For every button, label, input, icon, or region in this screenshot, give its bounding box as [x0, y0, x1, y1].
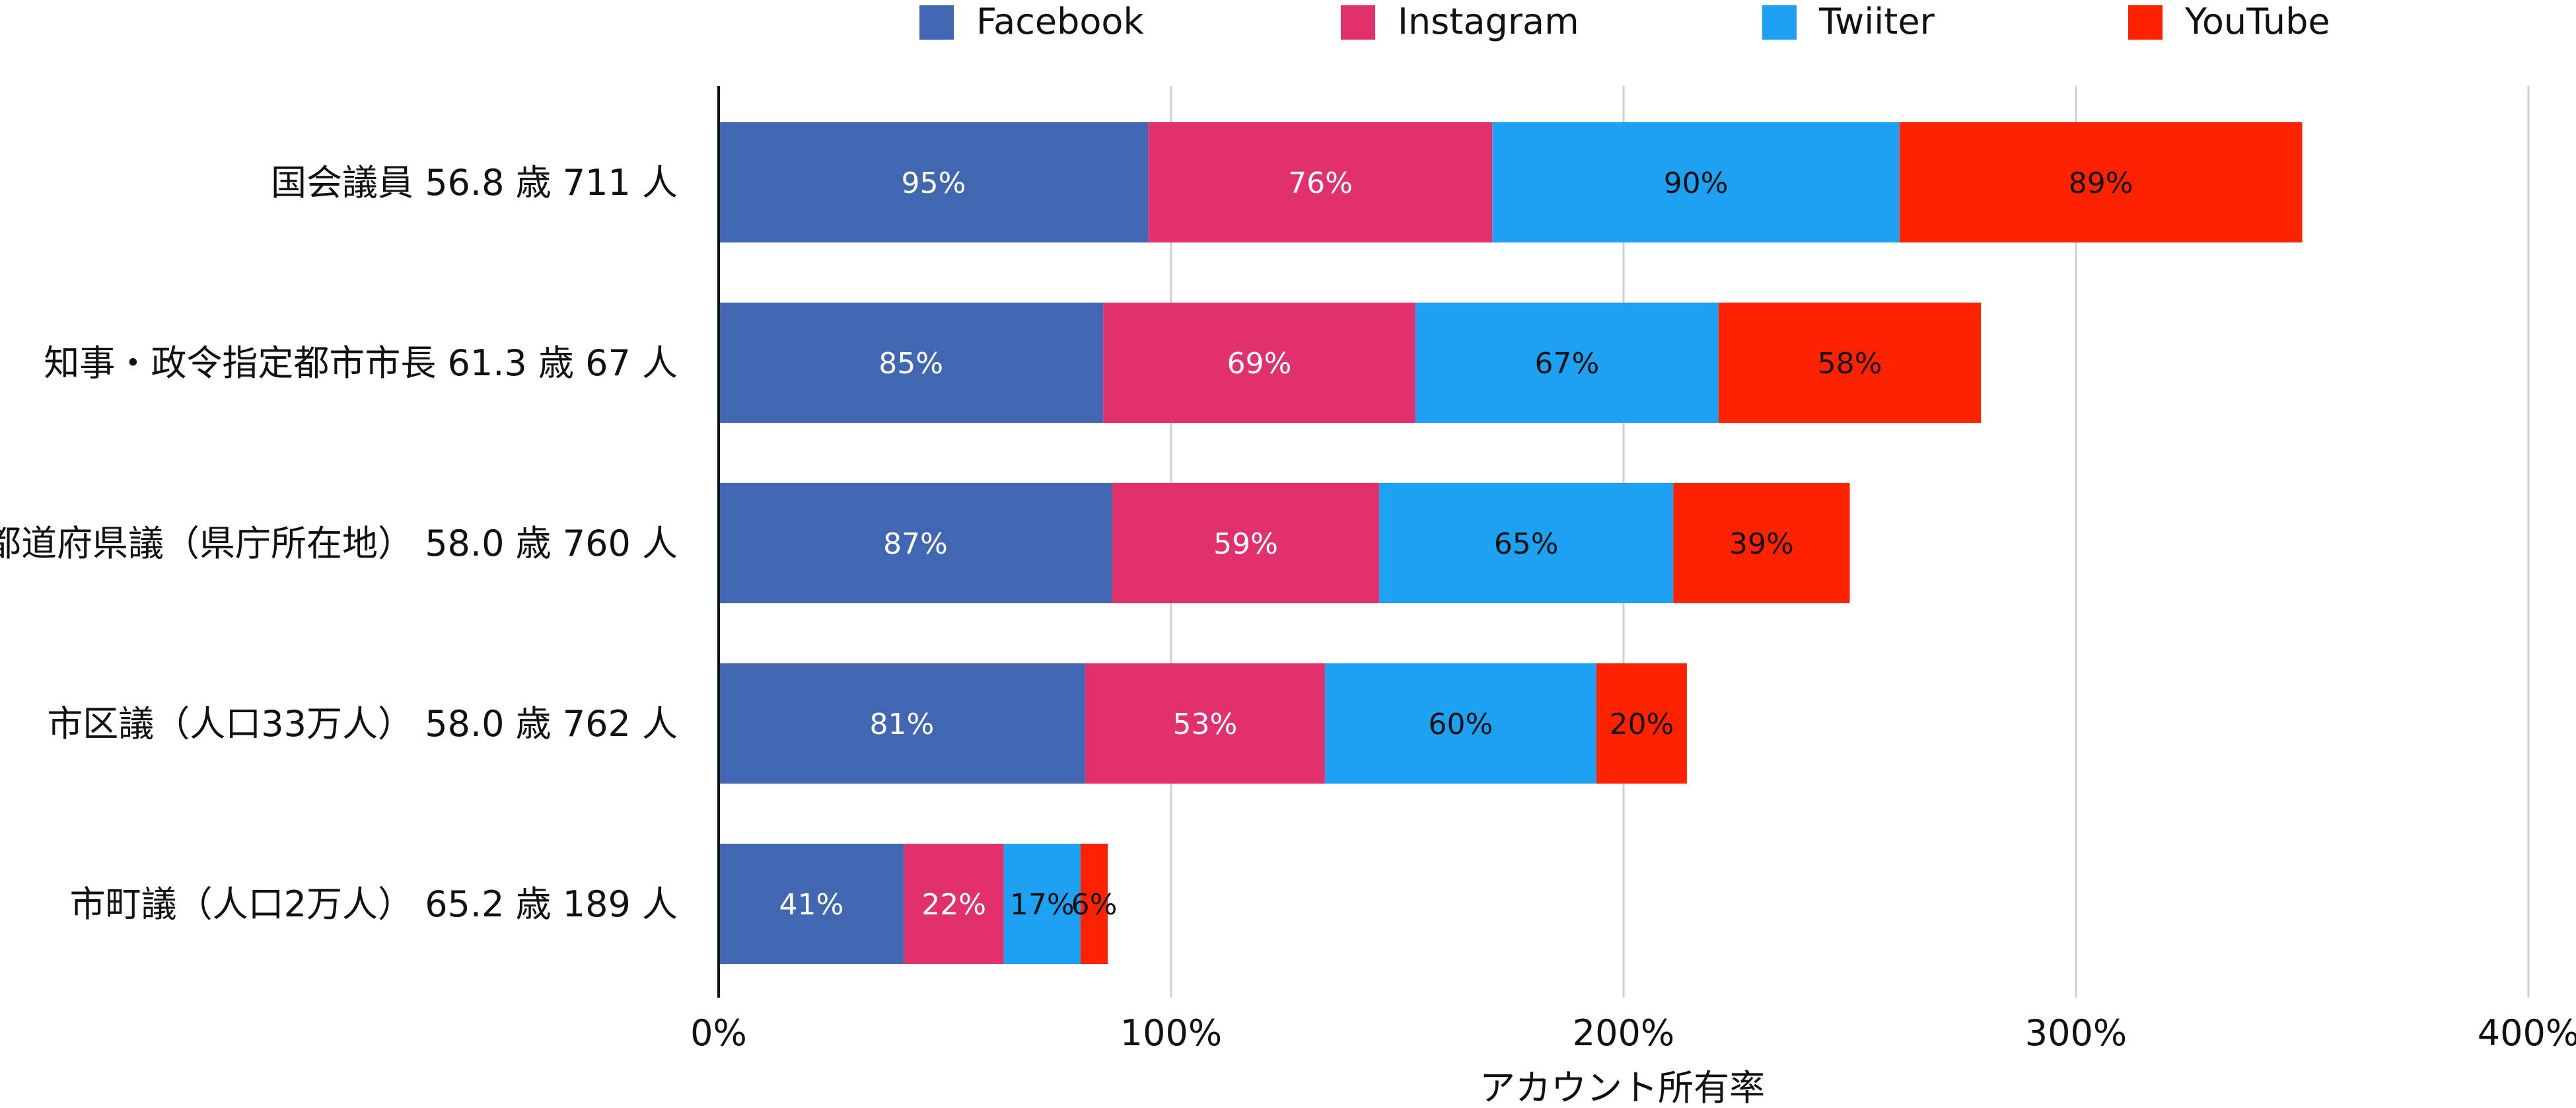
bar-twiiter-4 — [1003, 844, 1081, 964]
bar-facebook-4 — [719, 844, 904, 964]
category-label: 市町議（人口2万人） 65.2 歳 189 人 — [70, 883, 678, 925]
x-tick-label: 400% — [2478, 1012, 2576, 1054]
bar-instagram-1 — [1103, 303, 1415, 423]
bar-youtube-0 — [1899, 122, 2303, 242]
data-label: 53% — [1172, 708, 1237, 741]
data-label: 17% — [1010, 888, 1075, 922]
legend-swatch-instagram — [1341, 5, 1375, 40]
data-label: 85% — [878, 347, 943, 381]
data-label: 60% — [1429, 708, 1493, 741]
bar-facebook-0 — [719, 122, 1149, 242]
data-label: 65% — [1494, 527, 1559, 561]
bar-instagram-2 — [1112, 483, 1380, 603]
data-label: 20% — [1610, 708, 1674, 741]
bar-twiiter-3 — [1324, 663, 1596, 784]
data-label: 90% — [1664, 166, 1729, 200]
bar-instagram-4 — [904, 844, 1004, 964]
legend-swatch-twiiter — [1762, 5, 1797, 40]
x-tick-label: 200% — [1573, 1012, 1674, 1054]
data-label: 95% — [901, 166, 966, 200]
legend-label-instagram: Instagram — [1398, 1, 1579, 42]
data-label: 59% — [1213, 527, 1278, 561]
bar-youtube-4 — [1081, 844, 1108, 964]
data-label: 58% — [1818, 347, 1882, 381]
data-label: 6% — [1071, 888, 1118, 922]
bar-twiiter-1 — [1415, 303, 1719, 423]
data-label: 89% — [2069, 166, 2133, 200]
data-label: 69% — [1227, 347, 1292, 381]
bar-facebook-3 — [719, 663, 1085, 784]
bar-instagram-0 — [1148, 122, 1493, 242]
bar-youtube-3 — [1596, 663, 1687, 784]
data-label: 39% — [1729, 527, 1794, 561]
data-label: 81% — [870, 708, 935, 741]
x-axis-title: アカウント所有率 — [1480, 1067, 1765, 1108]
category-label: 都道府県議（県庁所在地） 58.0 歳 760 人 — [0, 523, 678, 564]
data-label: 22% — [921, 888, 986, 922]
bar-facebook-1 — [719, 303, 1104, 423]
x-tick-label: 100% — [1120, 1012, 1222, 1054]
bar-instagram-3 — [1085, 663, 1325, 784]
data-label: 87% — [883, 527, 948, 561]
legend-label-youtube: YouTube — [2184, 1, 2330, 42]
category-label: 知事・政令指定都市市長 61.3 歳 67 人 — [44, 342, 678, 384]
legend: Facebook Instagram Twiiter YouTube — [919, 1, 2330, 42]
bars: 95% 76% 90% 89% 85% 69% 67% 58% 87% 59% 65% 39% 81% 5… — [719, 122, 2303, 964]
data-label: 76% — [1288, 166, 1353, 200]
legend-label-facebook: Facebook — [976, 1, 1144, 42]
axes: 0% 100% 200% 300% 400% 国会議員 56.8 歳 711 人知事・政令… — [0, 86, 2576, 1054]
data-label: 67% — [1534, 347, 1599, 381]
legend-swatch-facebook — [919, 5, 954, 40]
bar-youtube-1 — [1718, 303, 1982, 423]
x-tick-label: 300% — [2025, 1012, 2127, 1054]
category-label: 市区議（人口33万人） 58.0 歳 762 人 — [47, 703, 678, 745]
data-label: 41% — [779, 888, 844, 922]
legend-label-twiiter: Twiiter — [1818, 1, 1935, 42]
legend-swatch-youtube — [2128, 5, 2163, 40]
x-tick-label: 0% — [690, 1012, 747, 1054]
category-label: 国会議員 56.8 歳 711 人 — [271, 162, 678, 203]
bar-facebook-2 — [719, 483, 1112, 603]
bar-twiiter-0 — [1492, 122, 1900, 242]
bar-twiiter-2 — [1379, 483, 1674, 603]
bar-youtube-2 — [1673, 483, 1850, 603]
